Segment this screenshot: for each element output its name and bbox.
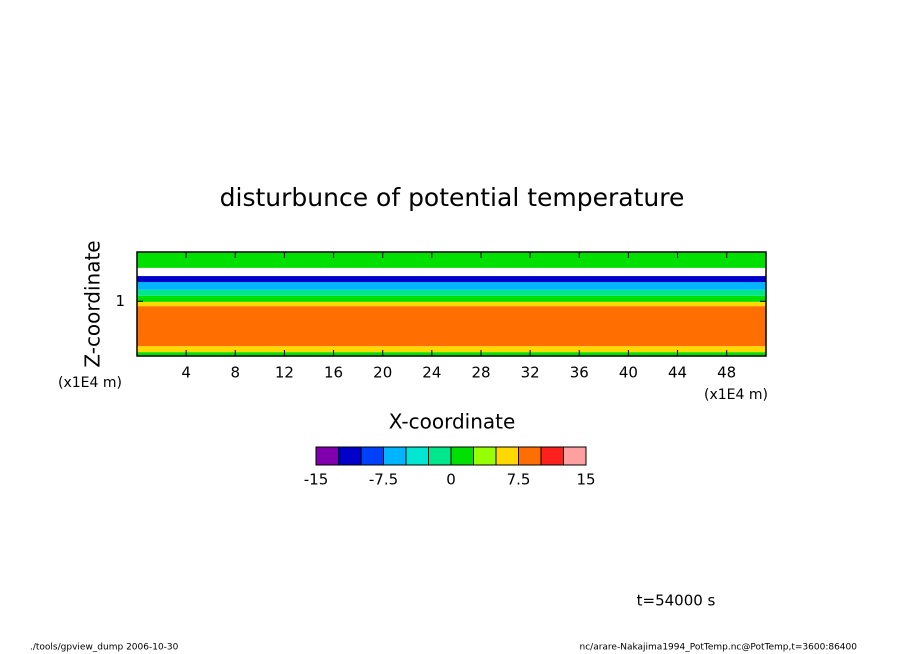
contour-band (137, 252, 766, 259)
y-unit: (x1E4 m) (58, 375, 122, 391)
colorbar-box (473, 446, 497, 466)
contour-band (137, 276, 766, 283)
x-tick-label: 28 (471, 364, 490, 382)
contour-band (137, 306, 766, 347)
contour-band (137, 346, 766, 353)
colorbar-tick-label: 0 (446, 471, 456, 489)
colorbar-box (315, 446, 339, 466)
contour-band (137, 258, 766, 268)
colorbar-box (383, 446, 407, 466)
colorbar-box (495, 446, 519, 466)
x-tick-label: 4 (181, 364, 191, 382)
colorbar-tick-label: 7.5 (507, 471, 531, 489)
colorbar-box (360, 446, 384, 466)
contour-band (137, 282, 766, 290)
colorbar-box (563, 446, 587, 466)
x-tick-label: 44 (668, 364, 687, 382)
colorbar-tick-label: -15 (304, 471, 329, 489)
x-tick-label: 40 (619, 364, 638, 382)
contour-band (137, 289, 766, 296)
chart-title: disturbunce of potential temperature (220, 183, 685, 212)
footer-right: nc/arare-Nakajima1994_PotTemp.nc@PotTemp… (580, 643, 858, 653)
annotation: t=54000 s (637, 592, 716, 610)
x-tick-label: 24 (422, 364, 441, 382)
x-axis-label: X-coordinate (389, 410, 516, 434)
contour-band (137, 352, 766, 356)
contour-band (137, 301, 766, 307)
y-tick-label: 1 (115, 292, 125, 310)
colorbar-box (518, 446, 542, 466)
x-tick-label: 32 (521, 364, 540, 382)
x-tick-label: 12 (275, 364, 294, 382)
x-tick-label: 8 (231, 364, 241, 382)
y-axis-label: Z-coordinate (81, 240, 105, 367)
footer-left: ./tools/gpview_dump 2006-10-30 (30, 643, 179, 653)
x-tick-label: 16 (324, 364, 343, 382)
colorbar-box (540, 446, 564, 466)
colorbar-box (450, 446, 474, 466)
colorbar-box (405, 446, 429, 466)
x-tick-label: 48 (717, 364, 736, 382)
colorbar-box (338, 446, 362, 466)
x-tick-label: 36 (570, 364, 589, 382)
colorbar-tick-label: -7.5 (369, 471, 398, 489)
x-tick-label: 20 (373, 364, 392, 382)
contour-band (137, 295, 766, 302)
plot-frame (136, 251, 767, 357)
colorbar-tick-label: 15 (576, 471, 595, 489)
x-unit: (x1E4 m) (704, 387, 768, 403)
colorbar-box (428, 446, 452, 466)
